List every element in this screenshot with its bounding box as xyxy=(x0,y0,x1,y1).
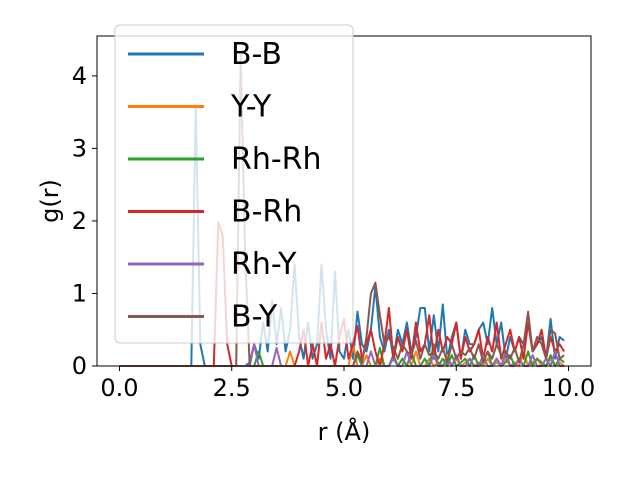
legend-label: B-Y xyxy=(231,300,278,335)
legend-label: Y-Y xyxy=(230,90,272,125)
y-axis-label: g(r) xyxy=(36,179,64,223)
legend-label: Rh-Y xyxy=(231,247,297,282)
x-tick-label: 2.5 xyxy=(213,374,251,402)
y-tick-label: 1 xyxy=(72,279,87,307)
legend-label: B-Rh xyxy=(231,195,302,230)
legend-label: Rh-Rh xyxy=(231,142,322,177)
y-tick-label: 3 xyxy=(72,134,87,162)
y-axis: 0 1 2 3 4 xyxy=(72,62,97,380)
legend-label: B-B xyxy=(231,37,282,72)
legend: B-B Y-Y Rh-Rh B-Rh Rh-Y B-Y xyxy=(114,24,354,344)
y-tick-label: 2 xyxy=(72,207,87,235)
x-tick-label: 5.0 xyxy=(325,374,363,402)
legend-box xyxy=(114,24,354,344)
x-tick-label: 10.0 xyxy=(542,374,595,402)
x-axis: 0.0 2.5 5.0 7.5 10.0 xyxy=(100,366,595,402)
y-tick-label: 0 xyxy=(72,352,87,380)
x-tick-label: 0.0 xyxy=(100,374,138,402)
x-axis-label: r (Å) xyxy=(318,417,371,446)
y-tick-label: 4 xyxy=(72,62,87,90)
x-tick-label: 7.5 xyxy=(437,374,475,402)
